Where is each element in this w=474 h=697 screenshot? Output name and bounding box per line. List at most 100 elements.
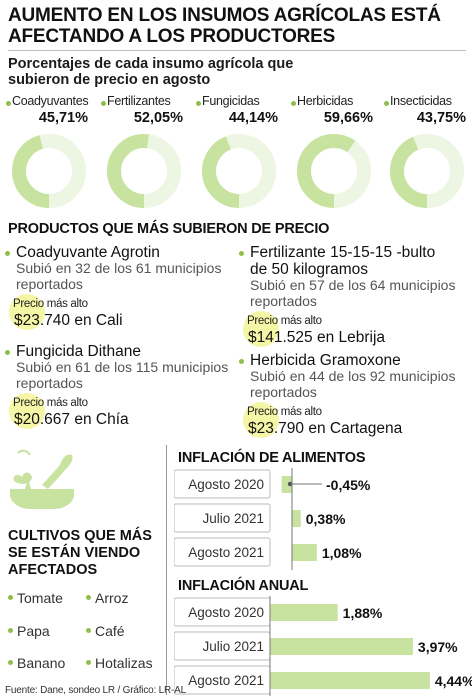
crop-name: Tomate [17,590,63,606]
category-label: Agosto 2021 [188,545,264,560]
highlight-circle [243,402,279,438]
highlight-circle [243,311,279,347]
page-subtitle: Porcentajes de cada insumo agrícola que … [8,56,294,88]
product-description: Subió en 44 de los 92 municipios [250,368,456,384]
product-description: reportados [250,383,317,400]
donut-chart [107,134,181,208]
bullet-dot [291,101,296,106]
annual-inflation-chart: Agosto 2020 1,88% Julio 2021 3,97% Agosto 20… [174,596,472,696]
highest-price: $23.790 en Cartagena [248,420,402,438]
bullet-dot [86,594,91,600]
bullet-dot [5,251,10,256]
bullet-dot [86,659,91,665]
crop-name: Arroz [95,590,129,606]
bar [292,510,301,527]
highest-price: $20.667 en Chía [14,411,129,429]
donut-percentage: 59,66% [323,110,373,126]
section-divider [166,445,167,695]
bullet-dot [5,350,10,355]
value-label: 1,08% [322,545,362,561]
category-label: Agosto 2020 [188,477,264,492]
product-description: Subió en 61 de los 115 municipios [16,359,229,375]
crop-item: Banano [8,655,65,671]
highest-price: $141.525 en Lebrija [248,329,385,347]
donut-percentage: 44,14% [228,110,278,126]
page-title: AUMENTO EN LOS INSUMOS AGRÍCOLAS ESTÁ AF… [8,5,441,47]
donut-chart [202,134,276,208]
highlight-circle [9,294,45,330]
donut-percentage: 45,71% [38,110,88,126]
category-box [174,537,271,567]
plant-icon [10,449,74,509]
product-name: de 50 kilogramos [250,261,369,278]
marker-dot [287,481,293,487]
donut-item: Insecticidas 43,75% [384,94,474,214]
crop-name: Hotalizas [95,655,153,671]
crop-item: Tomate [8,590,63,606]
bullet-dot [86,627,91,633]
donut-slice [12,134,86,208]
bullet-dot [8,594,13,600]
donut-label: Fungicidas [202,94,260,108]
crop-item: Café [86,623,125,639]
bar [292,544,317,561]
bullet-dot [101,101,106,106]
product-name: Herbicida Gramoxone [250,352,401,369]
category-label: Julio 2021 [202,511,264,526]
products-heading: PRODUCTOS QUE MÁS SUBIERON DE PRECIO [8,221,330,237]
category-box [174,469,271,499]
price-city: en Cali [74,312,123,329]
bullet-dot [384,101,389,106]
bullet-dot [6,101,11,106]
donut-slice [390,134,464,208]
donut-slice [297,134,371,208]
crops-title: CULTIVOS QUE MÁS SE ESTÁN VIENDO AFECTAD… [8,528,152,578]
donut-slice [202,134,276,208]
price-value: $20.667 [14,411,75,428]
product-description: Subió en 57 de los 64 municipios [250,277,456,293]
title-divider [8,50,466,51]
bullet-dot [196,101,201,106]
donut-label: Insecticidas [390,94,452,108]
donut-percentage: 43,75% [416,110,466,126]
price-city: en Lebrija [316,329,386,346]
donut-slice [107,134,181,208]
product-description: reportados [250,292,317,309]
value-label: 4,44% [435,673,472,689]
product-description: Subió en 32 de los 61 municipios [16,260,222,276]
highest-price-label: Precio más alto [13,397,88,409]
bullet-dot [8,627,13,633]
bar [270,638,413,655]
price-value: $141.525 [248,329,317,346]
product-description: reportados [16,374,83,391]
donut-item: Herbicidas 59,66% [291,94,385,214]
source-note: Fuente: Dane, sondeo LR / Gráfico: LR-AL [5,685,186,696]
donut-label: Fertilizantes [107,94,171,108]
value-label: 0,38% [306,511,346,527]
crop-name: Banano [17,655,66,671]
price-city: en Chía [74,411,129,428]
value-label: 3,97% [418,639,458,655]
bar [281,476,292,493]
donut-chart [12,134,86,208]
highest-price-label: Precio más alto [247,315,322,327]
value-label: -0,45% [326,477,371,493]
bullet-dot [239,251,244,256]
bullet-dot [8,659,13,665]
donut-chart [390,134,464,208]
crop-name: Papa [17,623,50,639]
food-inflation-chart: Agosto 2020 -0,45% Julio 2021 0,38% Agosto 2… [174,468,371,570]
category-box [174,503,271,533]
price-city: en Cartagena [308,420,403,437]
value-label: 1,88% [343,605,383,621]
donut-label: Coadyuvantes [12,94,89,108]
crop-item: Arroz [86,590,128,606]
product-name: Fungicida Dithane [16,343,141,360]
highest-price: $23.740 en Cali [14,312,123,330]
donut-percentage: 52,05% [133,110,183,126]
product-name: Coadyuvante Agrotin [16,244,160,261]
highest-price-label: Precio más alto [13,298,88,310]
donut-label: Herbicidas [297,94,354,108]
category-label: Agosto 2021 [188,673,264,688]
donut-chart [297,134,371,208]
